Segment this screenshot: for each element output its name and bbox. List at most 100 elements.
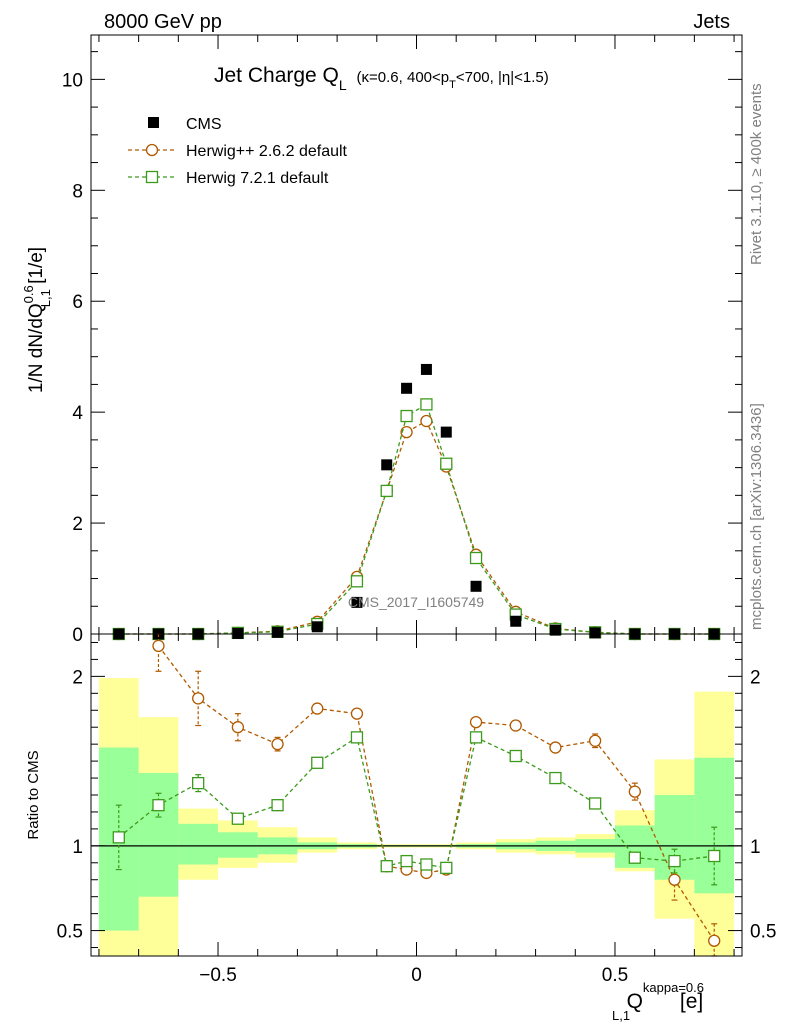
main-cms-point: [401, 382, 413, 394]
ratio-herwig7-point: [400, 854, 413, 868]
ratio-herwigpp-point: [469, 715, 483, 729]
main-cms-point: [549, 624, 561, 636]
ratio-herwigpp-point: [152, 639, 165, 653]
main-ytick-label: 4: [72, 403, 83, 424]
main-herwig7-line: [118, 403, 715, 635]
main-cms-point: [420, 363, 432, 375]
ratio-herwig7-point: [668, 854, 681, 868]
ratio-herwig7-point: [588, 797, 602, 810]
legend-entry-cms: CMS: [148, 116, 222, 133]
ratio-xlabel-4: [e]: [674, 990, 703, 1013]
header-left-label: 8000 GeV pp: [104, 11, 222, 33]
ratio-ylabel: Ratio to CMS: [25, 750, 42, 839]
main-title-detail-3: <700, |η|<1.5): [456, 69, 549, 86]
main-ylabel: 1/N dN/dQ0.6 L,1 [1/e]: [21, 247, 53, 393]
main-title: Jet Charge QL (κ=0.6, 400<pT<700, |η|<1.…: [214, 64, 549, 95]
ratio-ytick-label-right: 1: [750, 837, 761, 858]
main-herwigpp-point: [420, 414, 433, 428]
main-ylabel-2: 0.6: [21, 285, 36, 303]
ratio-herwig7-point: [440, 861, 453, 875]
ratio-xtick-label: 0: [411, 965, 422, 986]
main-herwigpp-point: [400, 425, 413, 439]
main-herwig7-point: [420, 398, 433, 411]
ratio-herwig7-point: [350, 731, 364, 744]
ratio-herwigpp-point: [708, 934, 721, 947]
ratio-herwigpp-point: [668, 873, 681, 886]
main-ytick-label: 6: [72, 292, 83, 313]
ratio-panel: Ratio to CMS 0.5 0.5 1 1 2 2 −0.5 0 0.5 Qkappa=0…: [25, 633, 776, 1023]
ratio-herwig7-point: [509, 749, 522, 763]
ratio-xtick-label: −0.5: [199, 965, 237, 986]
ratio-ytick-label-right: 2: [750, 667, 761, 688]
main-title-sub: L: [339, 77, 347, 93]
main-title-detail-2: T: [449, 79, 456, 91]
legend-marker-herwigpp: [145, 143, 159, 157]
ratio-herwig7-point: [231, 812, 245, 825]
ratio-herwigpp-point: [549, 741, 562, 754]
ratio-herwig7-point: [152, 799, 165, 812]
ratio-frame: [90, 633, 743, 957]
ratio-herwigpp-line: [157, 645, 715, 942]
ratio-herwigpp-point: [311, 702, 324, 715]
ratio-herwig7-point: [420, 858, 433, 871]
ratio-herwig7-line: [118, 736, 715, 869]
ratio-band-green: [138, 772, 179, 897]
ratio-ticks: 0.5 0.5 1 1 2 2 −0.5 0 0.5: [57, 634, 776, 986]
legend-entry-herwigpp: Herwig++ 2.6.2 default: [128, 143, 348, 160]
ratio-herwigpp-point: [231, 721, 245, 734]
main-ylabel-1: 1/N dN/dQ: [26, 303, 47, 393]
ratio-content: [91, 633, 742, 957]
ratio-herwig7-point: [271, 799, 284, 812]
ratio-herwigpp-point: [350, 707, 364, 720]
main-title-detail-1: (κ=0.6, 400<p: [357, 69, 450, 86]
main-ylabel-3: L,1: [38, 289, 53, 307]
ratio-ytick-label: 2: [72, 667, 83, 688]
legend-label-herwig7: Herwig 7.2.1 default: [186, 170, 329, 187]
legend: CMS Herwig++ 2.6.2 default Herwig 7.2.1 …: [128, 116, 348, 187]
main-cms-point: [381, 459, 393, 471]
ratio-band-green: [694, 757, 735, 894]
ratio-xlabel-2: kappa=0.6: [643, 980, 704, 995]
main-ytick-label: 8: [72, 181, 83, 202]
ratio-herwig7-point: [380, 860, 393, 873]
main-ylabel-4: [1/e]: [26, 247, 47, 289]
main-cms-point: [351, 596, 363, 608]
ratio-herwigpp-point: [192, 692, 205, 705]
ratio-xlabel: Qkappa=0.6 L,1 [e]: [612, 980, 704, 1023]
ratio-herwigpp-point: [628, 785, 641, 798]
mcplots-label: mcplots.cern.ch [arXiv:1306.3436]: [748, 403, 765, 630]
header-right-label: Jets: [693, 11, 730, 33]
legend-entry-herwig7: Herwig 7.2.1 default: [128, 170, 329, 187]
ratio-xtick-label: 0.5: [602, 965, 628, 986]
main-ytick-label: 2: [72, 514, 83, 535]
main-herwig7-point: [469, 551, 483, 565]
watermark: CMS_2017_I1605749: [348, 594, 484, 610]
ratio-herwig7-point: [628, 851, 641, 864]
ratio-herwig7-point: [311, 756, 324, 769]
ratio-herwig7-point: [112, 831, 125, 844]
ratio-xlabel-3: L,1: [612, 1008, 630, 1023]
ratio-herwig7-point: [708, 849, 721, 863]
ratio-ytick-label-right: 0.5: [750, 922, 776, 943]
main-herwig7-point: [350, 575, 364, 588]
main-title-text: Jet Charge Q: [214, 64, 339, 87]
main-y-ticks: 0 2 4 6 8 10: [62, 35, 742, 646]
main-herwig7-point: [440, 457, 453, 470]
main-cms-point: [589, 627, 601, 639]
main-herwig7-point: [380, 484, 393, 498]
legend-marker-cms: [148, 117, 159, 128]
main-cms-point: [272, 626, 284, 638]
ratio-xlabel-1: Q: [627, 990, 643, 1013]
legend-label-cms: CMS: [186, 116, 222, 133]
ratio-herwig7-point: [192, 776, 205, 790]
ratio-herwigpp-point: [271, 738, 284, 751]
main-cms-point: [311, 621, 323, 633]
main-ytick-label: 0: [72, 625, 83, 646]
ratio-herwigpp-point: [588, 734, 602, 747]
ratio-herwigpp-point: [509, 719, 522, 732]
main-cms-point: [510, 615, 522, 627]
ratio-ytick-label: 1: [72, 837, 83, 858]
legend-label-herwigpp: Herwig++ 2.6.2 default: [186, 143, 348, 160]
ratio-band-green: [218, 832, 258, 858]
